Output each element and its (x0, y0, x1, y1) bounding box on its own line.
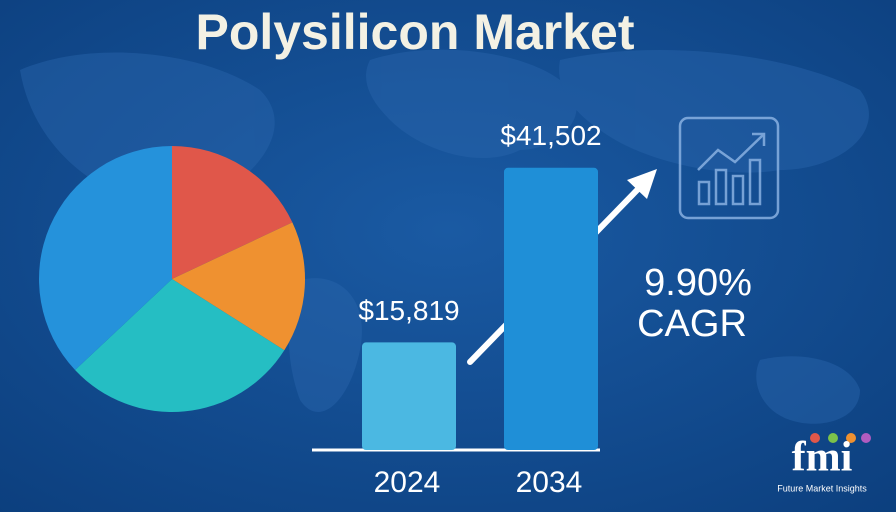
pie-slice (38, 146, 172, 371)
logo-mark: fmi (792, 435, 853, 481)
x-tick-label: 2024 (374, 466, 441, 499)
pie-slice (75, 279, 285, 413)
trend-icon (678, 116, 780, 220)
logo-name: Future Market Insights (777, 483, 867, 493)
cagr-value: 9.90% (644, 262, 752, 304)
pie-slice (172, 222, 305, 351)
value-label: $15,819 (358, 295, 459, 326)
bar (504, 167, 598, 450)
value-label: $41,502 (500, 120, 601, 151)
cagr-caption: CAGR (637, 303, 747, 345)
pie-slice (172, 146, 293, 279)
logo: fmi Future Market Insights (777, 433, 871, 493)
title: Polysilicon Market (195, 4, 634, 60)
x-tick-label: 2034 (516, 466, 583, 499)
bar (362, 342, 456, 450)
